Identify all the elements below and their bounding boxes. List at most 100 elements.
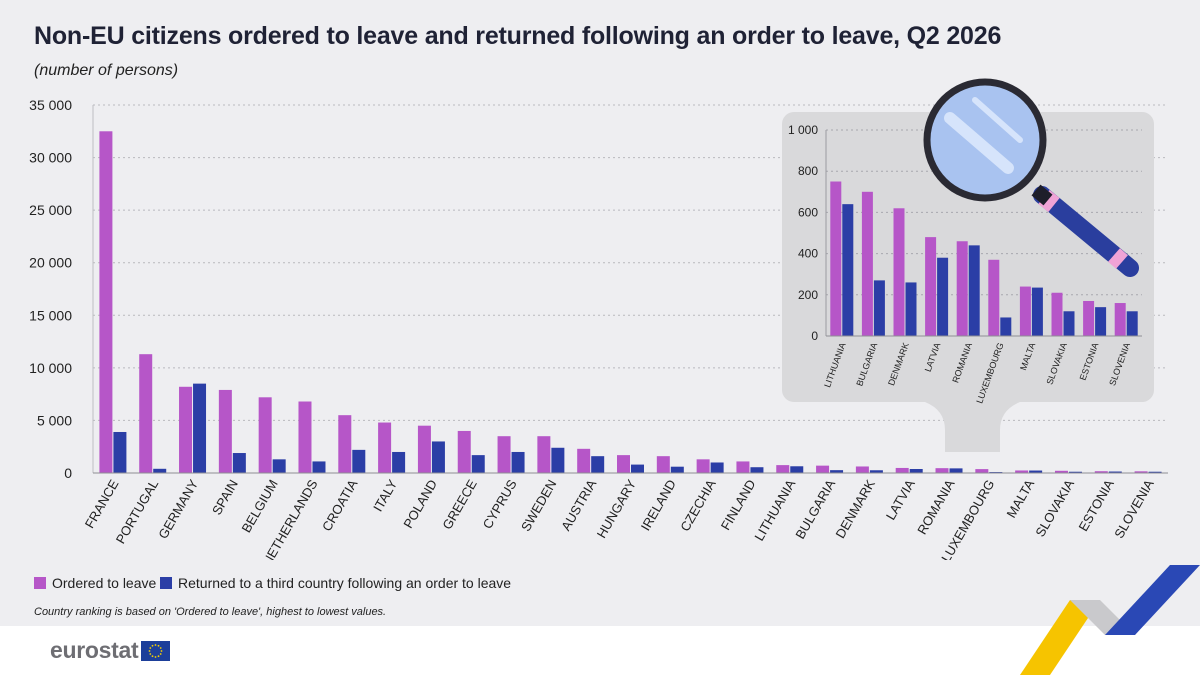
- bar-ordered-cyprus: [497, 436, 511, 473]
- bar-returned-slovakia: [1068, 471, 1082, 473]
- inset-bar-ordered-malta: [1019, 286, 1031, 336]
- bar-returned-czechia: [710, 462, 724, 473]
- inset-bar-returned-luxembourg: [1000, 317, 1012, 336]
- bar-returned-sweden: [551, 447, 565, 473]
- bar-returned-slovenia: [1148, 471, 1162, 473]
- inset-bar-returned-slovakia: [1063, 311, 1075, 336]
- decorative-chevron-icon: [1020, 565, 1200, 675]
- bar-ordered-netherlands: [298, 401, 312, 473]
- bar-ordered-germany: [179, 386, 193, 473]
- eu-star: [149, 652, 152, 655]
- ranking-note: Country ranking is based on 'Ordered to …: [34, 606, 387, 618]
- bar-ordered-slovenia: [1134, 471, 1148, 473]
- bar-ordered-latvia: [895, 467, 909, 473]
- magnifier-neck: [1031, 184, 1053, 206]
- inset-y-tick-label: 400: [798, 247, 818, 261]
- bar-ordered-austria: [577, 448, 591, 473]
- y-tick-label: 35 000: [29, 97, 72, 113]
- inset-bar-ordered-denmark: [893, 208, 905, 336]
- eu-star: [149, 646, 152, 649]
- bar-returned-italy: [392, 451, 406, 473]
- inset-bar-returned-lithuania: [842, 204, 854, 336]
- bar-returned-poland: [431, 441, 445, 473]
- y-tick-label: 25 000: [29, 202, 72, 218]
- bar-ordered-finland: [736, 461, 750, 473]
- eu-star: [160, 649, 163, 652]
- chart-title: Non-EU citizens ordered to leave and ret…: [34, 22, 1002, 50]
- bar-returned-greece: [471, 455, 485, 473]
- bar-ordered-spain: [218, 389, 232, 473]
- bar-returned-spain: [232, 453, 246, 473]
- inset-y-tick-label: 0: [811, 329, 818, 343]
- inset-bar-returned-bulgaria: [873, 280, 885, 336]
- bar-returned-austria: [591, 456, 605, 473]
- footer-band: [0, 626, 1200, 675]
- inset-bar-returned-romania: [968, 245, 980, 336]
- inset-bar-ordered-latvia: [925, 237, 937, 336]
- eurostat-logo: eurostat: [50, 637, 171, 664]
- y-tick-label: 0: [64, 465, 72, 481]
- eu-star: [154, 655, 157, 658]
- lens-glare: [972, 97, 1023, 143]
- bar-ordered-greece: [457, 430, 471, 473]
- eu-flag-icon: [141, 640, 171, 661]
- lens-glare: [944, 112, 1014, 174]
- eu-star: [148, 649, 151, 652]
- bar-ordered-belgium: [258, 397, 272, 473]
- bar-ordered-lithuania: [776, 465, 790, 473]
- inset-bar-returned-slovenia: [1126, 311, 1138, 336]
- eu-star: [160, 646, 162, 649]
- inset-bar-ordered-estonia: [1083, 300, 1095, 336]
- legend-swatch-returned: [160, 577, 172, 589]
- magnifier-lens: [923, 78, 1047, 202]
- bar-returned-ireland: [670, 466, 684, 473]
- inset-stem: [925, 402, 1020, 452]
- inset-bar-ordered-bulgaria: [861, 191, 873, 336]
- legend-item-ordered: Ordered to leave: [34, 575, 156, 591]
- bar-returned-germany: [193, 383, 207, 473]
- bar-ordered-hungary: [617, 455, 630, 473]
- bar-ordered-denmark: [855, 466, 869, 473]
- bar-returned-france: [113, 431, 127, 473]
- bar-ordered-romania: [935, 468, 949, 473]
- legend-label-returned: Returned to a third country following an…: [178, 575, 512, 591]
- logo-wordmark: eurostat: [50, 637, 139, 663]
- inset-bar-ordered-slovenia: [1114, 303, 1126, 336]
- eu-star: [157, 644, 160, 647]
- bar-ordered-bulgaria: [816, 465, 830, 473]
- inset-bar-returned-estonia: [1095, 307, 1107, 336]
- inset-bar-returned-malta: [1031, 287, 1043, 336]
- inset-y-tick-label: 600: [798, 205, 818, 219]
- bar-returned-denmark: [869, 470, 883, 473]
- bar-returned-netherlands: [312, 461, 326, 473]
- bar-ordered-poland: [417, 425, 431, 473]
- inset-y-tick-label: 800: [798, 164, 818, 178]
- bar-returned-malta: [1029, 470, 1043, 473]
- bar-returned-estonia: [1108, 471, 1122, 473]
- legend-swatch-ordered: [34, 577, 46, 589]
- y-tick-label: 20 000: [29, 255, 72, 271]
- bar-returned-portugal: [153, 468, 167, 473]
- inset-bar-ordered-luxembourg: [988, 259, 1000, 336]
- y-tick-label: 5 000: [37, 412, 72, 428]
- bar-ordered-croatia: [338, 415, 352, 473]
- inset-bar-ordered-romania: [956, 241, 968, 336]
- inset-y-tick-label: 200: [798, 288, 818, 302]
- bar-returned-belgium: [272, 459, 286, 473]
- legend-item-returned: Returned to a third country following an…: [160, 575, 511, 591]
- eu-star: [151, 654, 154, 657]
- bar-ordered-portugal: [139, 354, 153, 473]
- main-bar-chart: 0 5 000 10 000 15 000 20 000 25 000 30 000 35 0…: [29, 97, 1168, 560]
- bar-returned-cyprus: [511, 451, 525, 473]
- bar-ordered-ireland: [656, 456, 670, 473]
- y-tick-label: 30 000: [29, 150, 72, 166]
- inset-bar-ordered-lithuania: [830, 181, 842, 336]
- inset-y-tick-label: 1 000: [788, 123, 818, 137]
- inset-bar-returned-latvia: [937, 257, 949, 336]
- inset-bar-ordered-slovakia: [1051, 292, 1063, 336]
- bar-ordered-slovakia: [1054, 470, 1068, 473]
- bar-ordered-czechia: [696, 459, 710, 473]
- bar-returned-hungary: [631, 464, 644, 473]
- bar-returned-romania: [949, 468, 963, 473]
